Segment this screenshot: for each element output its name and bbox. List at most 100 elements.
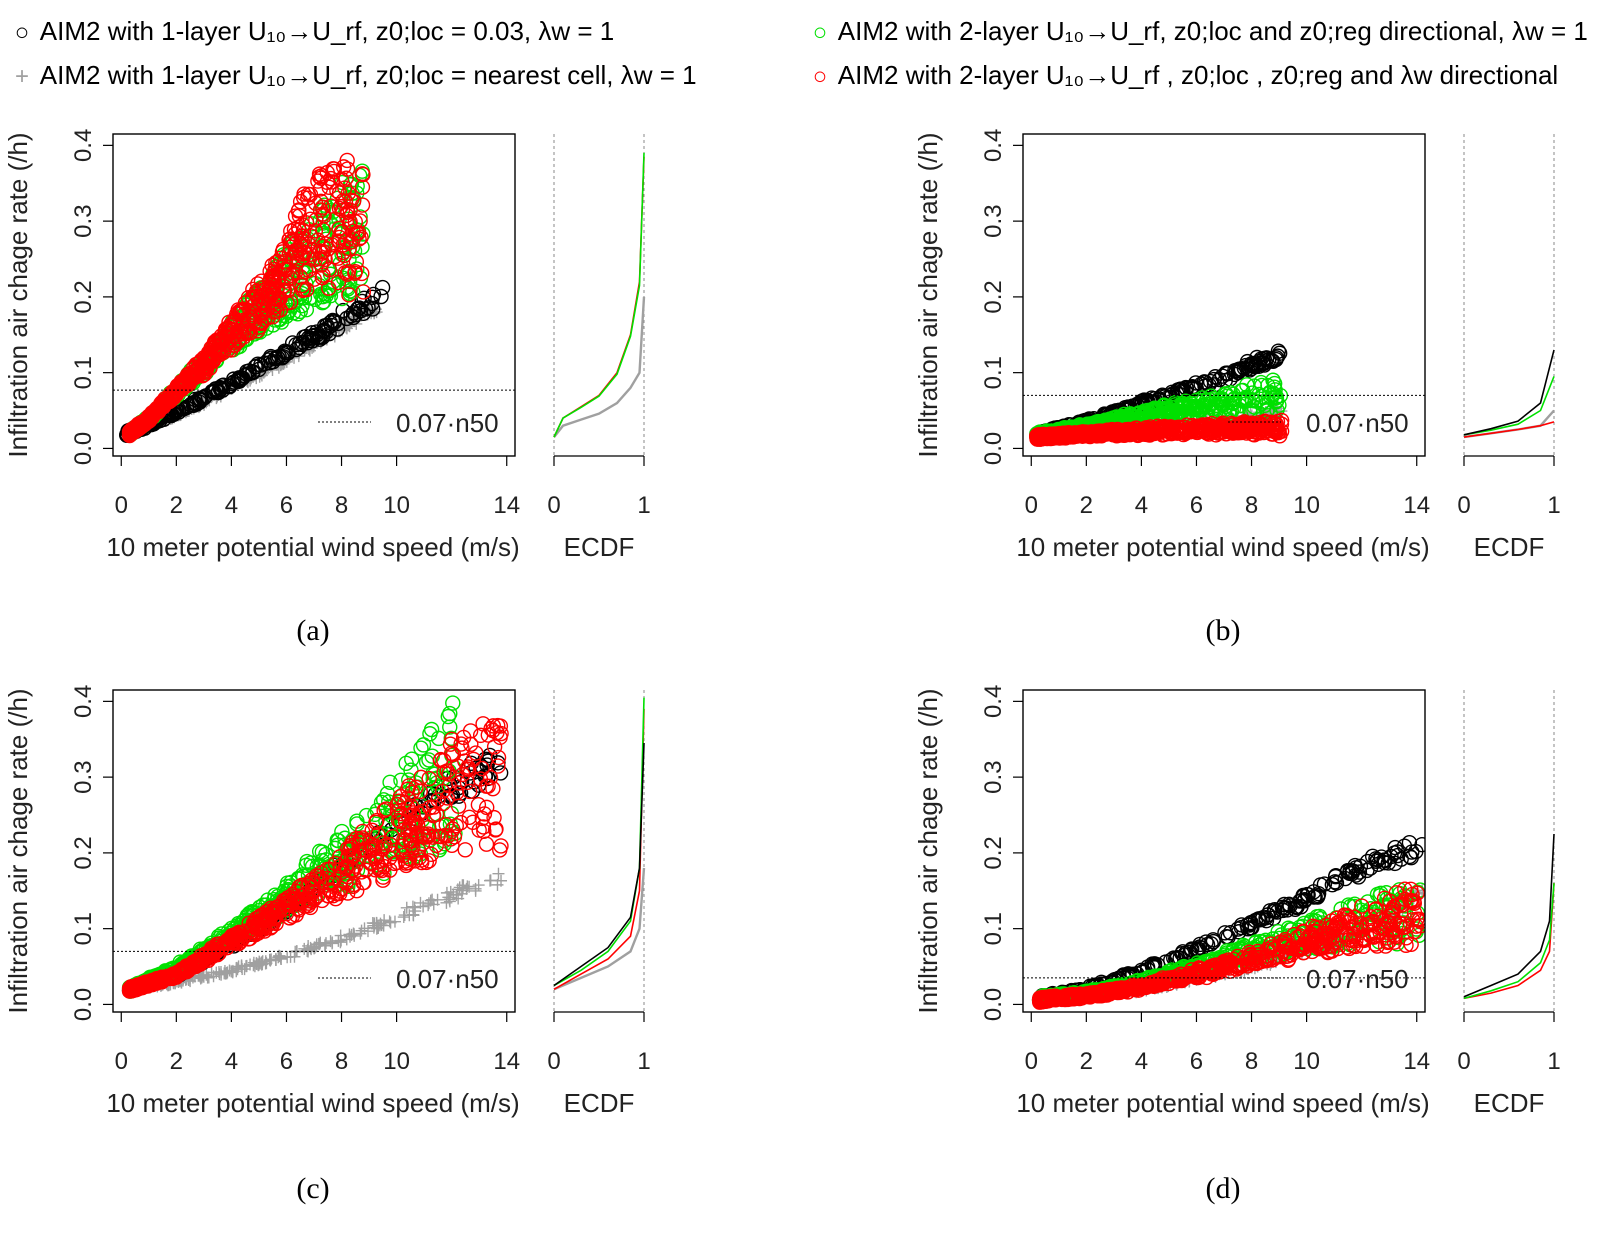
ecdf-curve-grey (553, 867, 646, 991)
data-point (443, 831, 459, 847)
data-point (348, 254, 365, 270)
data-point (342, 202, 358, 218)
data-point (231, 935, 248, 951)
data-point (453, 736, 469, 752)
x-tick-label: 2 (1080, 492, 1093, 519)
data-point (333, 198, 349, 215)
data-point (1132, 405, 1148, 421)
data-point (287, 226, 303, 242)
legend-label: AIM2 with 2-layer U₁₀→U_rf, z0;loc and z… (837, 16, 1588, 46)
data-point (408, 901, 421, 914)
data-point (313, 257, 329, 273)
data-point (1207, 369, 1223, 385)
data-point (478, 836, 495, 852)
data-point (423, 721, 440, 738)
data-point (474, 810, 490, 827)
data-point (480, 778, 496, 794)
legend-label: AIM2 with 1-layer U₁₀→U_rf, z0;loc = 0.0… (39, 16, 615, 46)
data-point (319, 870, 335, 887)
data-point (272, 302, 289, 318)
data-point (198, 949, 215, 965)
data-point (155, 972, 171, 988)
data-point (292, 335, 308, 352)
data-point (343, 234, 359, 250)
data-point (256, 311, 273, 327)
data-point (255, 956, 268, 969)
data-point (1168, 423, 1184, 439)
data-point (341, 287, 357, 303)
data-point (493, 838, 509, 854)
data-point (316, 208, 332, 224)
y-tick-label: 0.4 (980, 129, 1007, 162)
data-point (469, 884, 482, 897)
data-point (401, 778, 417, 794)
y-tick-label: 0.4 (70, 129, 97, 162)
data-point (425, 765, 441, 782)
data-point (217, 321, 234, 338)
data-point (313, 170, 329, 186)
data-point (244, 958, 257, 971)
data-point (218, 964, 231, 977)
data-point (444, 885, 457, 898)
data-point (1212, 417, 1229, 434)
data-point (183, 396, 199, 413)
data-point (1236, 360, 1253, 376)
data-point (482, 769, 499, 786)
data-point (250, 276, 266, 292)
data-point (1208, 427, 1224, 443)
data-point (230, 333, 247, 349)
x-tick-label: 14 (493, 1048, 520, 1075)
legend-grey-plus-marker: + (14, 63, 29, 90)
data-point (406, 900, 419, 913)
data-point (273, 950, 286, 963)
data-point (334, 936, 347, 949)
legend-item-black-circle: ○ AIM2 with 1-layer U₁₀→U_rf, z0;loc = 0… (10, 16, 614, 48)
data-point (1259, 403, 1275, 419)
data-point (309, 868, 325, 884)
x-axis-title: 10 meter potential wind speed (m/s) (106, 532, 519, 562)
data-point (441, 778, 457, 794)
data-point (382, 774, 398, 790)
data-point (457, 879, 470, 892)
data-point (471, 822, 487, 838)
y-tick-label: 0.2 (980, 280, 1007, 313)
data-point (221, 379, 238, 395)
data-point (245, 364, 261, 381)
data-point (1194, 417, 1211, 433)
data-point (403, 909, 416, 922)
plot-frame (1022, 133, 1426, 457)
data-point (312, 329, 328, 345)
data-point (253, 315, 269, 332)
data-point (277, 893, 294, 909)
series-red (1029, 412, 1290, 447)
ecdf-axis-title: ECDF (564, 1088, 635, 1118)
scatter-layer (1029, 343, 1290, 447)
data-point (283, 233, 299, 250)
data-point (259, 296, 276, 313)
data-point (168, 383, 184, 399)
x-tick-label: 6 (280, 492, 293, 519)
data-point (397, 911, 410, 924)
data-point (1226, 391, 1242, 408)
data-point (197, 969, 210, 982)
data-point (455, 887, 468, 900)
data-point (302, 899, 319, 916)
data-point (310, 232, 326, 248)
data-point (315, 199, 331, 215)
data-point (333, 171, 350, 187)
ecdf-x-tick-label: 0 (547, 492, 560, 519)
data-point (311, 169, 328, 185)
data-point (377, 837, 393, 854)
data-point (468, 760, 484, 776)
data-point (468, 745, 484, 761)
data-point (308, 212, 324, 228)
x-axis-title: 10 meter potential wind speed (m/s) (106, 1088, 519, 1118)
legend-green-circle-marker: ○ (812, 19, 828, 46)
y-tick-label: 0.0 (70, 432, 97, 465)
y-axis-title: Infiltration air chage rate (/h) (3, 688, 33, 1013)
data-point (1228, 363, 1245, 379)
data-point (490, 749, 507, 766)
data-point (338, 170, 354, 186)
legend-label: AIM2 with 1-layer U₁₀→U_rf, z0;loc = nea… (39, 60, 697, 90)
